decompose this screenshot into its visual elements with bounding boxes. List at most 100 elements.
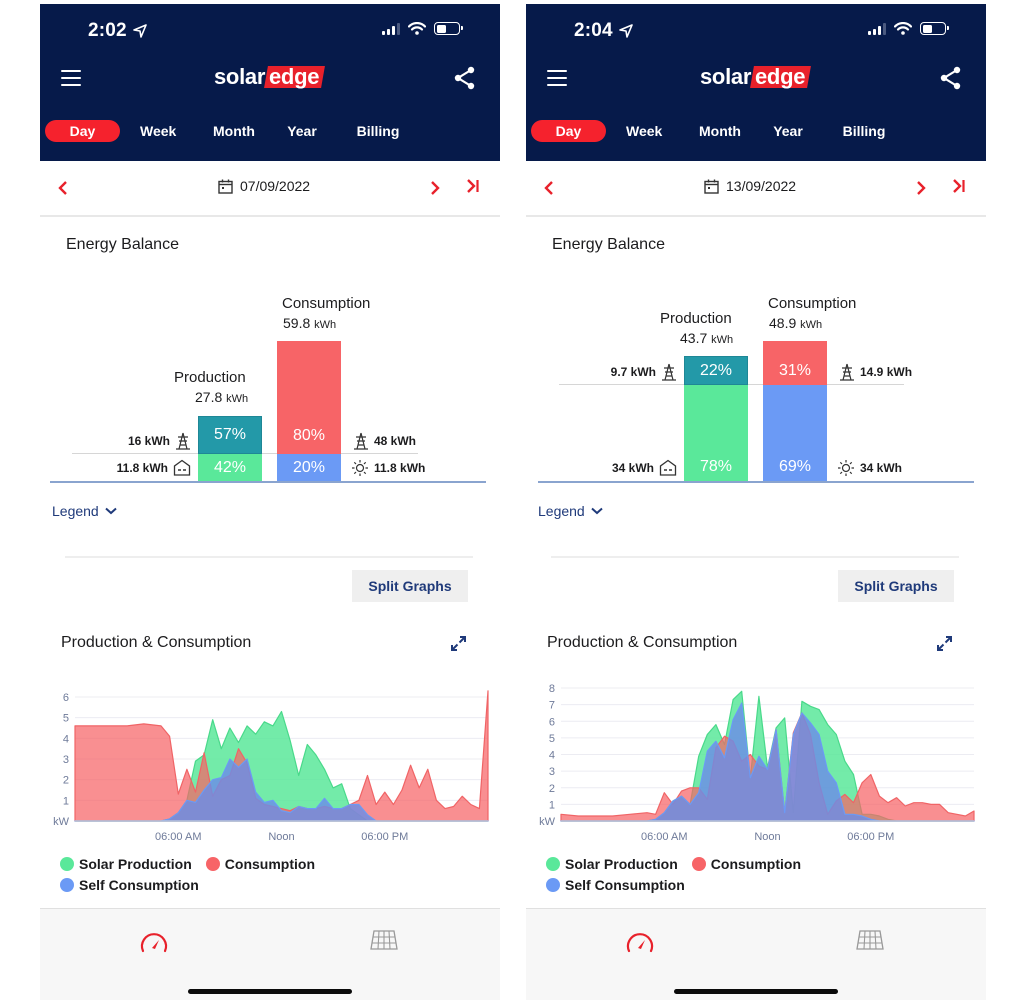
red-dot-icon [691, 856, 706, 871]
location-arrow-icon [133, 24, 147, 38]
production-self-bar[interactable]: 42% [198, 454, 262, 481]
bottom-navigation [40, 908, 500, 1000]
svg-text:8: 8 [549, 683, 555, 695]
clock: 2:04 [574, 20, 613, 41]
jump-to-today-button[interactable] [952, 179, 966, 193]
dashboard-gauge-icon[interactable] [625, 929, 655, 955]
legend-toggle[interactable]: Legend [52, 503, 117, 519]
wifi-icon [894, 22, 912, 35]
calendar-icon [218, 179, 233, 194]
svg-text:06:00 PM: 06:00 PM [361, 831, 408, 843]
tab-month[interactable]: Month [213, 123, 255, 139]
current-date: 13/09/2022 [726, 178, 797, 194]
consumption-self-bar[interactable]: 20% [277, 454, 341, 481]
section-divider [65, 556, 473, 558]
share-icon[interactable] [940, 66, 962, 90]
consumption-self-bar[interactable]: 69% [763, 385, 827, 481]
solar-self-value: 34 kWh [837, 459, 902, 477]
date-navigator: 13/09/2022 [526, 161, 986, 217]
chart-legend: Solar Production Consumption Self Consum… [546, 853, 815, 895]
tab-week[interactable]: Week [140, 123, 177, 139]
svg-text:5: 5 [63, 713, 69, 725]
svg-text:3: 3 [63, 754, 69, 766]
dashboard-gauge-icon[interactable] [139, 929, 169, 955]
solaredge-logo: solar edge [214, 64, 326, 90]
calendar-icon [704, 179, 719, 194]
solaredge-logo: solar edge [700, 64, 812, 90]
status-icons [382, 22, 463, 35]
legend-self-consumption[interactable]: Self Consumption [546, 877, 685, 893]
tab-day[interactable]: Day [531, 120, 606, 142]
tab-day[interactable]: Day [45, 120, 120, 142]
previous-day-button[interactable] [58, 179, 68, 199]
svg-text:2: 2 [549, 783, 555, 795]
skip-to-end-icon [953, 179, 965, 193]
split-graphs-button[interactable]: Split Graphs [838, 570, 954, 602]
energy-balance-title: Energy Balance [66, 236, 179, 253]
status-bar-time: 2:02 [88, 20, 147, 42]
legend-consumption[interactable]: Consumption [205, 856, 315, 872]
section-divider [551, 556, 959, 558]
svg-text:7: 7 [549, 700, 555, 712]
share-icon[interactable] [454, 66, 476, 90]
next-day-button[interactable] [430, 179, 440, 199]
sun-icon [838, 460, 854, 476]
tab-month[interactable]: Month [699, 123, 741, 139]
chevron-down-icon [105, 507, 117, 515]
chevron-left-icon [544, 181, 553, 195]
grid-export-value: 9.7 kWh [611, 363, 677, 381]
jump-to-today-button[interactable] [466, 179, 480, 193]
phone-screen-2: 2:04 solar edge Day Week Month Year Bill… [526, 4, 986, 1000]
svg-text:4: 4 [549, 750, 555, 762]
menu-button[interactable] [547, 70, 567, 86]
legend-solar-production[interactable]: Solar Production [546, 856, 678, 872]
svg-text:Noon: Noon [268, 831, 294, 843]
split-graphs-button[interactable]: Split Graphs [352, 570, 468, 602]
expand-icon[interactable] [450, 635, 467, 652]
legend-self-consumption[interactable]: Self Consumption [60, 877, 199, 893]
production-label: Production [174, 369, 246, 386]
red-dot-icon [205, 856, 220, 871]
menu-button[interactable] [61, 70, 81, 86]
production-export-bar[interactable]: 22% [684, 356, 748, 385]
tab-billing[interactable]: Billing [842, 123, 886, 139]
grid-import-value: 14.9 kWh [839, 363, 912, 381]
tab-week[interactable]: Week [626, 123, 663, 139]
legend-consumption[interactable]: Consumption [691, 856, 801, 872]
chart-title: Production & Consumption [547, 634, 738, 651]
production-consumption-chart[interactable]: 8 7 6 5 4 3 2 1 kW 06:00 AM Noon 06:00 PM [526, 679, 986, 849]
svg-text:06:00 AM: 06:00 AM [641, 831, 687, 843]
svg-text:5: 5 [549, 733, 555, 745]
tab-year[interactable]: Year [287, 123, 317, 139]
next-day-button[interactable] [916, 179, 926, 199]
energy-balance-chart: Production 43.7 kWh Consumption 48.9 kWh… [526, 266, 986, 488]
date-picker[interactable]: 07/09/2022 [218, 178, 310, 194]
location-arrow-icon [619, 24, 633, 38]
solar-panel-layout-icon[interactable] [855, 929, 885, 951]
date-picker[interactable]: 13/09/2022 [704, 178, 796, 194]
svg-text:1: 1 [63, 795, 69, 807]
consumption-grid-bar[interactable]: 80% [277, 341, 341, 454]
consumption-grid-bar[interactable]: 31% [763, 341, 827, 385]
legend-toggle[interactable]: Legend [538, 503, 603, 519]
production-consumption-chart[interactable]: 6 5 4 3 2 1 kW 06:00 AM Noon 06:00 PM [40, 679, 500, 849]
expand-icon[interactable] [936, 635, 953, 652]
phone-screen-1: 2:02 solar edge Day Week Month Year Bill… [40, 4, 500, 1000]
chevron-right-icon [431, 181, 440, 195]
production-self-bar[interactable]: 78% [684, 385, 748, 481]
blue-dot-icon [546, 877, 560, 892]
battery-icon [920, 22, 949, 35]
solar-panel-layout-icon[interactable] [369, 929, 399, 951]
sun-icon [352, 460, 368, 476]
svg-text:2: 2 [63, 775, 69, 787]
status-bar-time: 2:04 [574, 20, 633, 42]
house-battery-icon [659, 459, 677, 476]
current-date: 07/09/2022 [240, 178, 311, 194]
chevron-left-icon [58, 181, 67, 195]
tab-year[interactable]: Year [773, 123, 803, 139]
consumption-label: Consumption [282, 295, 371, 312]
production-export-bar[interactable]: 57% [198, 416, 262, 454]
previous-day-button[interactable] [544, 179, 554, 199]
legend-solar-production[interactable]: Solar Production [60, 856, 192, 872]
tab-billing[interactable]: Billing [356, 123, 400, 139]
